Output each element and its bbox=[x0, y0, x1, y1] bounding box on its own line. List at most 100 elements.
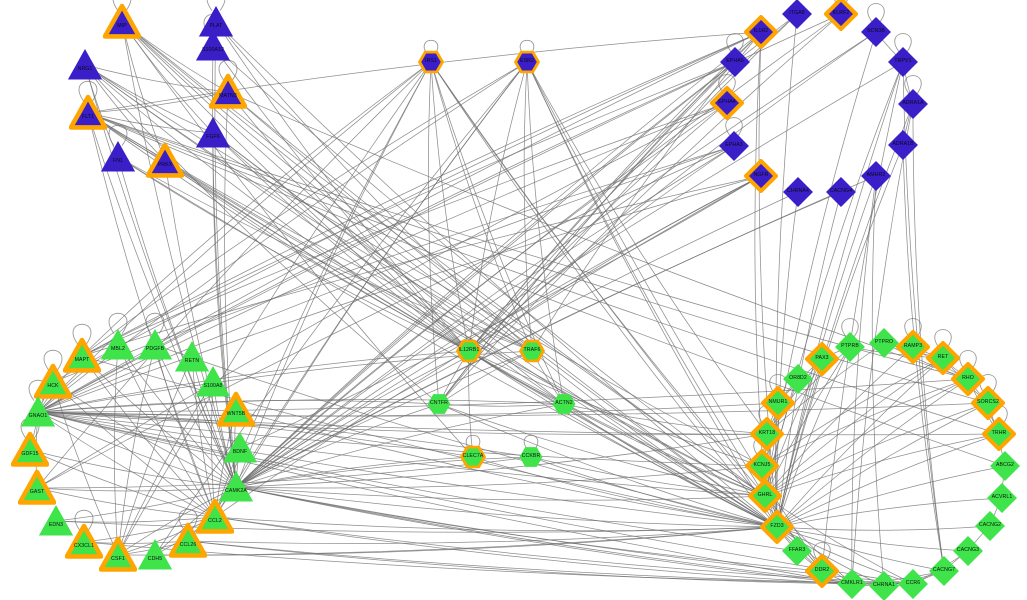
node-shape-triangle bbox=[103, 3, 141, 39]
graph-node-ddr2[interactable]: DDR2 bbox=[805, 554, 839, 588]
graph-self-loop bbox=[959, 350, 977, 370]
graph-node-traf6[interactable]: TRAF6 bbox=[519, 338, 545, 364]
graph-node-kcnj5[interactable]: KCNJ5 bbox=[745, 449, 779, 483]
graph-node-cmklr1[interactable]: CMKLR1 bbox=[835, 567, 869, 600]
graph-node-sorcs2[interactable]: SORCS2 bbox=[971, 386, 1005, 420]
graph-node-ghrl[interactable]: GHRL bbox=[748, 479, 782, 513]
graph-node-fn1[interactable]: FN1 bbox=[99, 138, 137, 176]
graph-edge bbox=[235, 191, 799, 488]
graph-edge bbox=[117, 344, 156, 556]
graph-node-amhr2[interactable]: AMHR2 bbox=[859, 159, 893, 193]
graph-node-ramp3[interactable]: RAMP3 bbox=[896, 330, 930, 364]
graph-node-fgf6[interactable]: FGF6 bbox=[194, 114, 232, 152]
node-shape-diamond bbox=[869, 571, 899, 600]
node-shape-triangle bbox=[67, 49, 103, 80]
graph-node-ngfr[interactable]: NGFR bbox=[744, 159, 778, 193]
graph-node-cacng7[interactable]: CACNG7 bbox=[927, 554, 961, 588]
graph-node-scn3b[interactable]: SCN3B bbox=[859, 15, 893, 49]
graph-node-gnao1[interactable]: GNAO1 bbox=[19, 393, 57, 431]
graph-edge bbox=[235, 486, 778, 528]
node-shape-triangle bbox=[137, 329, 173, 360]
graph-edge bbox=[776, 357, 944, 528]
graph-node-ccl26[interactable]: CCL26 bbox=[169, 522, 207, 560]
node-shape-triangle bbox=[198, 6, 234, 37]
graph-node-epha5[interactable]: EPHA5 bbox=[718, 45, 752, 79]
graph-node-abcg2[interactable]: ABCG2 bbox=[988, 449, 1022, 483]
graph-edge bbox=[235, 61, 736, 488]
graph-node-irs1[interactable]: IRS1 bbox=[418, 49, 444, 75]
graph-node-cntfr[interactable]: CNTFR bbox=[426, 391, 452, 417]
graph-node-matn[interactable]: MATN3 bbox=[209, 73, 247, 111]
graph-edge bbox=[235, 403, 565, 488]
graph-edge bbox=[764, 346, 851, 497]
node-shape-triangle bbox=[217, 391, 255, 427]
node-shape-triangle bbox=[169, 522, 207, 558]
graph-node-s100a12[interactable]: S100A12 bbox=[194, 27, 232, 65]
graph-node-esr2[interactable]: ESR2 bbox=[514, 49, 540, 75]
node-shape-diamond bbox=[782, 0, 812, 29]
graph-self-loop bbox=[523, 434, 539, 450]
node-shape-diamond bbox=[953, 536, 983, 566]
graph-edge bbox=[430, 61, 533, 352]
graph-edge bbox=[212, 132, 565, 405]
graph-node-cx3cl1[interactable]: CX3CL1 bbox=[65, 523, 103, 561]
graph-node-chrna4[interactable]: CHRNA4 bbox=[781, 175, 815, 209]
node-shape-diamond bbox=[744, 15, 778, 49]
graph-node-itga8[interactable]: ITGA8 bbox=[780, 0, 814, 31]
graph-self-loop bbox=[894, 33, 912, 53]
graph-node-cacng4[interactable]: CACNG4 bbox=[824, 175, 858, 209]
graph-self-loop bbox=[841, 318, 859, 338]
graph-node-actn2[interactable]: ACTN2 bbox=[551, 391, 577, 417]
node-shape-triangle bbox=[69, 94, 107, 130]
graph-node-ccr6[interactable]: CCR6 bbox=[896, 567, 930, 600]
graph-node-clec7a[interactable]: CLEC7A bbox=[460, 444, 486, 470]
node-shape-triangle bbox=[209, 73, 247, 109]
node-shape-triangle bbox=[65, 523, 103, 559]
node-shape-hexagon bbox=[514, 50, 540, 74]
graph-node-nmur1[interactable]: NMUR1 bbox=[761, 386, 795, 420]
graph-node-flt1[interactable]: FLT1 bbox=[69, 94, 107, 132]
graph-edge bbox=[235, 486, 853, 585]
graph-edge bbox=[84, 64, 763, 467]
graph-node-mbl2[interactable]: MBL2 bbox=[99, 326, 137, 364]
graph-node-il12rb1[interactable]: IL12RB1 bbox=[456, 338, 482, 364]
graph-node-cdh5[interactable]: CDH5 bbox=[136, 536, 174, 574]
graph-edge bbox=[531, 350, 778, 528]
graph-node-il1r2[interactable]: IL1R2 bbox=[744, 15, 778, 49]
graph-node-epha4[interactable]: EPHA4 bbox=[710, 86, 744, 120]
graph-node-wnt5b[interactable]: WNT5B bbox=[217, 391, 255, 429]
graph-node-adra1b[interactable]: ADRA1B bbox=[886, 128, 920, 162]
graph-node-pdgfb[interactable]: PDGFB bbox=[136, 326, 174, 364]
node-shape-diamond bbox=[898, 569, 928, 599]
node-shape-hexagon bbox=[460, 445, 486, 469]
node-shape-diamond bbox=[929, 556, 959, 586]
graph-edge bbox=[117, 344, 237, 488]
graph-edge bbox=[776, 526, 914, 585]
graph-node-mip[interactable]: MIP bbox=[103, 3, 141, 41]
graph-edge bbox=[121, 21, 533, 352]
graph-edge bbox=[212, 45, 766, 497]
graph-edge bbox=[776, 402, 989, 528]
graph-node-adra1a[interactable]: ADRA1A bbox=[896, 87, 930, 121]
graph-node-trpv1[interactable]: TRPV1 bbox=[886, 45, 920, 79]
graph-edge bbox=[187, 540, 853, 585]
graph-edge bbox=[154, 61, 528, 556]
graph-edge bbox=[117, 381, 214, 556]
graph-node-bdnf[interactable]: BDNF bbox=[221, 429, 259, 467]
graph-edge bbox=[526, 61, 768, 435]
graph-node-krt18[interactable]: KRT18 bbox=[750, 417, 784, 451]
graph-self-loop bbox=[979, 374, 997, 394]
graph-node-klrf2[interactable]: KLRF2 bbox=[824, 0, 858, 31]
graph-node-prkx[interactable]: PRKX bbox=[146, 142, 184, 180]
graph-node-gdf15[interactable]: GDF15 bbox=[11, 431, 49, 469]
graph-node-csf1[interactable]: CSF1 bbox=[99, 536, 137, 574]
graph-node-trhr[interactable]: TRHR bbox=[982, 417, 1016, 451]
graph-node-nrg1[interactable]: NRG1 bbox=[66, 46, 104, 84]
node-shape-diamond bbox=[861, 17, 891, 47]
graph-node-cckbr[interactable]: CCKBR bbox=[518, 444, 544, 470]
graph-node-epha3[interactable]: EPHA3 bbox=[717, 129, 751, 163]
node-shape-diamond bbox=[837, 569, 867, 599]
graph-edge bbox=[37, 61, 736, 413]
